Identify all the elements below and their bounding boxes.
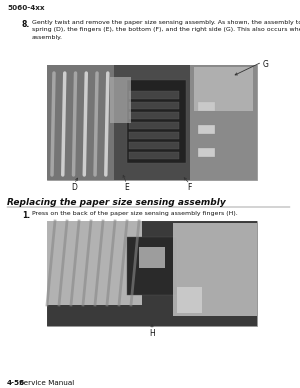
Bar (129, 92, 179, 99)
Bar (47, 65, 114, 180)
Text: Press on the back of the paper size sensing assembly fingers (H).: Press on the back of the paper size sens… (32, 211, 238, 216)
Bar (129, 121, 179, 129)
Text: 4-56: 4-56 (7, 380, 25, 386)
Bar (129, 152, 179, 159)
Bar (173, 223, 257, 315)
Bar (47, 65, 257, 180)
Text: 5060-4xx: 5060-4xx (7, 5, 44, 11)
Text: E: E (124, 183, 129, 192)
Text: H: H (149, 329, 155, 338)
Text: 1.: 1. (22, 211, 30, 220)
Text: F: F (188, 183, 192, 192)
Text: D: D (71, 183, 77, 192)
Bar (47, 221, 257, 326)
Bar (194, 67, 253, 111)
Bar (47, 221, 257, 326)
Text: 8.: 8. (22, 20, 30, 29)
Text: assembly.: assembly. (32, 35, 63, 40)
Text: Replacing the paper size sensing assembly: Replacing the paper size sensing assembl… (7, 198, 226, 207)
Bar (129, 142, 179, 149)
Bar (127, 80, 186, 163)
Bar (198, 125, 215, 134)
Bar (129, 112, 179, 119)
Bar (190, 65, 257, 180)
Bar (198, 148, 215, 157)
Bar (129, 132, 179, 139)
Text: Service Manual: Service Manual (19, 380, 74, 386)
Bar (127, 237, 177, 294)
Text: Gently twist and remove the paper size sensing assembly. As shown, the assembly : Gently twist and remove the paper size s… (32, 20, 300, 25)
Bar (140, 247, 165, 268)
Text: G: G (263, 60, 269, 69)
Bar (177, 287, 202, 314)
Bar (198, 102, 215, 111)
Bar (47, 221, 142, 305)
Bar (110, 76, 131, 123)
Bar (129, 102, 179, 109)
Bar (47, 65, 257, 180)
Text: spring (D), the fingers (E), the bottom (F), and the right side (G). This also o: spring (D), the fingers (E), the bottom … (32, 28, 300, 33)
